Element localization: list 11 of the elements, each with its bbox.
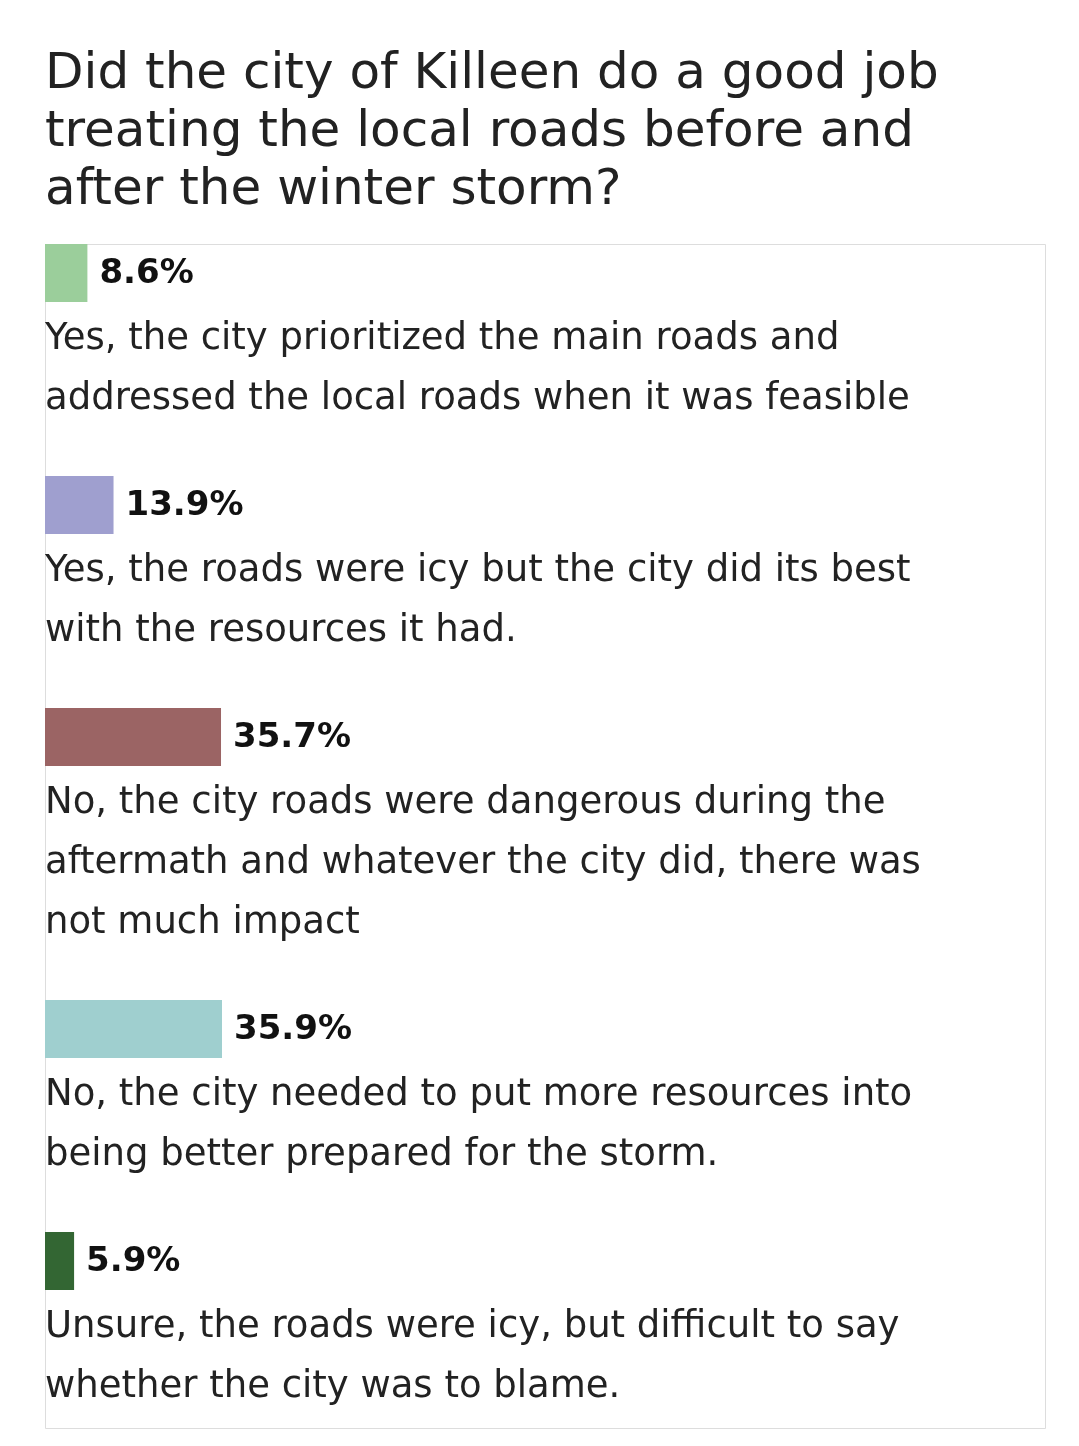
data-label: 8.6% <box>99 251 194 291</box>
y-tick-label: Yes, the city prioritized the main roads and addressed the local roads when it was feasible <box>44 315 910 418</box>
y-tick-label: No, the city needed to put more resources into being better prepared for the storm. <box>45 1071 913 1174</box>
y-tick-label: Yes, the roads were icy but the city did its best with the resources it had. <box>44 547 911 650</box>
text: Did the city of Killeen do a good job treating the local roads before and after the winter storm? <box>45 42 939 216</box>
y-tick-label: No, the city roads were dangerous during the aftermath and whatever the city did, there was not much impact <box>45 779 921 942</box>
data-label: 35.9% <box>234 1007 352 1047</box>
data-label: 13.9% <box>125 483 244 523</box>
data-label: 5.9% <box>86 1239 181 1279</box>
y-tick-label: Unsure, the roads were icy, but difficult to say whether the city was to blame. <box>45 1303 900 1406</box>
data-label: 35.7% <box>233 715 351 755</box>
